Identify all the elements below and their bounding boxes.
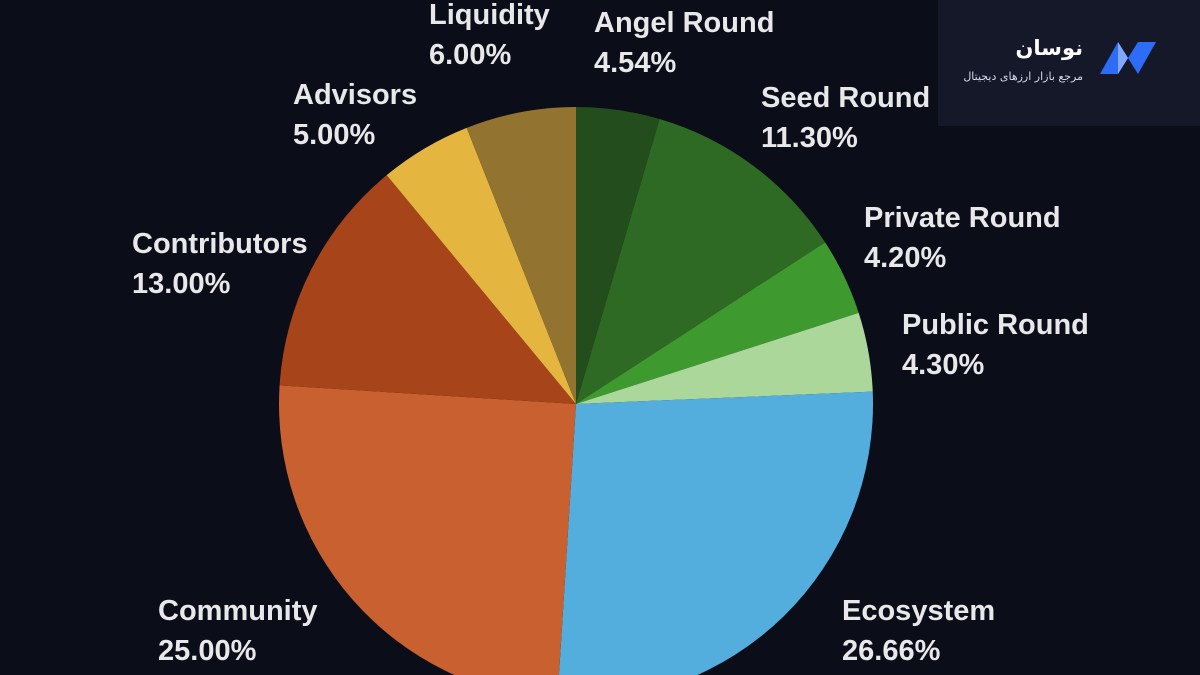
brand-badge: نوسان مرجع بازار ارزهای دیجیتال [938,0,1200,126]
brand-tagline: مرجع بازار ارزهای دیجیتال [963,70,1083,83]
slice-value-label: 25.00% [158,635,257,667]
slice-value-label: 11.30% [761,122,858,154]
slice-value-label: 5.00% [293,119,375,151]
slice-value-label: 26.66% [842,635,941,667]
slice-label: Ecosystem [842,595,995,627]
slice-label: Angel Round [594,7,774,39]
slice-label: Public Round [902,309,1089,341]
pie-slice-seed-round [576,119,826,405]
slice-label: Private Round [864,202,1061,234]
slice-value-label: 4.20% [864,242,946,274]
pie-slice-contributors [279,175,576,404]
pie-slices [279,107,873,675]
slice-label: Liquidity [429,0,550,31]
nosan-logo-icon [1100,42,1156,74]
slice-value-label: 6.00% [429,39,511,71]
slice-value-label: 4.30% [902,349,984,381]
pie-slice-liquidity [466,107,576,404]
pie-slice-ecosystem [558,391,873,675]
slice-value-label: 13.00% [132,268,231,300]
slice-label: Community [158,595,318,627]
slice-label: Contributors [132,228,308,260]
slice-label: Seed Round [761,82,930,114]
pie-slice-private-round [576,242,859,404]
pie-slice-community [279,385,576,675]
slice-label: Advisors [293,79,417,111]
pie-slice-advisors [386,127,576,404]
brand-name: نوسان [1015,36,1083,60]
pie-slice-angel-round [576,107,660,404]
pie-labels: Angel Round 4.54% Seed Round 11.30% Private … [132,0,1089,667]
slice-value-label: 4.54% [594,47,676,79]
pie-slice-public-round [576,312,873,404]
